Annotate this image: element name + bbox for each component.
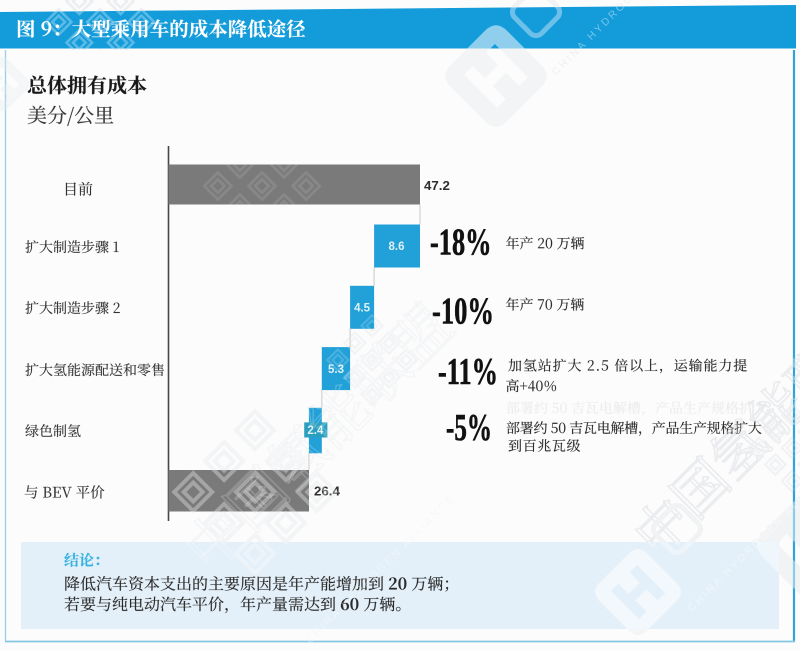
svg-text:-18%: -18% (430, 222, 492, 264)
svg-text:-10%: -10% (432, 291, 494, 333)
svg-text:-11%: -11% (438, 351, 498, 393)
svg-text:2.4: 2.4 (307, 425, 324, 437)
svg-text:4.5: 4.5 (354, 303, 371, 315)
svg-text:-5%: -5% (446, 407, 492, 449)
svg-text:47.2: 47.2 (424, 178, 450, 193)
svg-text:8.6: 8.6 (389, 241, 405, 253)
